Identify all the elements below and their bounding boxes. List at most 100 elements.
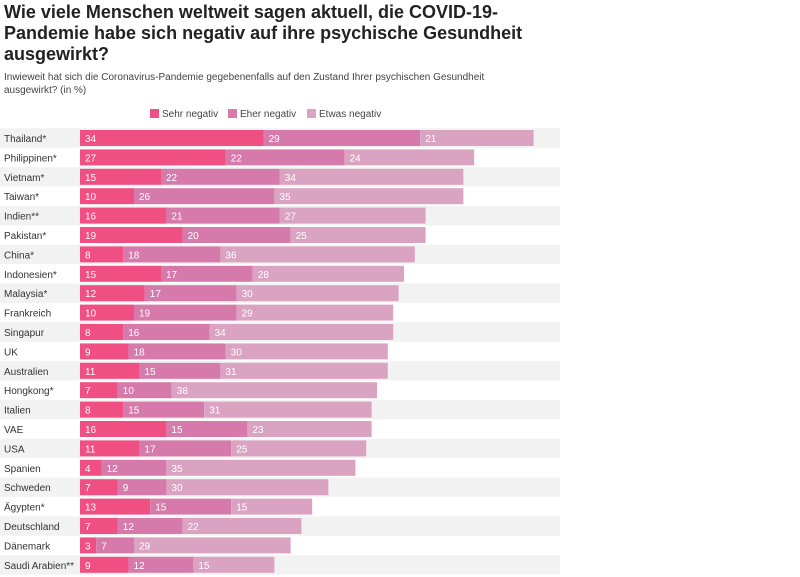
legend-item-sehr-negativ: Sehr negativ [150,108,218,122]
data-label-eher-negativ: 10 [123,386,135,397]
bar-segment-etwas-negativ [344,149,475,166]
bar-segment-sehr-negativ [80,168,161,185]
category-label: China* [4,250,34,261]
data-label-sehr-negativ: 11 [85,367,96,378]
category-label: Pakistan* [4,231,46,242]
data-label-eher-negativ: 29 [269,134,281,145]
bar-segment-eher-negativ [96,537,134,554]
bar-segment-eher-negativ [182,227,291,243]
data-label-sehr-negativ: 12 [85,289,97,300]
data-label-etwas-negativ: 36 [225,250,237,261]
data-label-eher-negativ: 15 [171,425,183,436]
bar-segment-sehr-negativ [80,421,167,437]
data-label-eher-negativ: 20 [188,231,200,242]
category-label: Hongkong* [4,386,54,397]
legend-label-eher-negativ: Eher negativ [240,109,297,120]
bar-segment-etwas-negativ [279,207,426,224]
bar-segment-sehr-negativ [80,518,118,534]
bar-segment-etwas-negativ [236,304,394,321]
data-label-eher-negativ: 22 [166,173,178,184]
bar-segment-eher-negativ [123,401,205,418]
category-label: Italien [4,406,31,417]
bar-segment-etwas-negativ [290,227,426,243]
data-label-eher-negativ: 26 [139,192,151,203]
bar-segment-eher-negativ [144,285,237,302]
legend-swatch-sehr-negativ [150,109,159,118]
chart-subtitle: Inwieweit hat sich die Coronavirus-Pande… [4,72,485,96]
data-label-sehr-negativ: 10 [85,192,97,203]
bar-segment-etwas-negativ [231,440,367,457]
data-label-eher-negativ: 15 [155,503,167,514]
data-label-eher-negativ: 18 [128,250,140,261]
category-label: Indonesien* [4,270,57,281]
data-label-eher-negativ: 15 [144,367,156,378]
bar-segment-eher-negativ [161,168,280,185]
data-label-eher-negativ: 12 [123,522,135,533]
data-label-etwas-negativ: 38 [177,386,189,397]
bar-segment-etwas-negativ [134,537,291,554]
bar-segment-sehr-negativ [80,382,118,399]
bar-segment-etwas-negativ [236,285,399,302]
category-label: Philippinen* [4,153,57,164]
data-label-eher-negativ: 12 [134,561,146,572]
data-label-eher-negativ: 17 [166,270,178,281]
data-label-etwas-negativ: 15 [198,561,210,572]
bar-segment-sehr-negativ [80,537,97,554]
data-label-sehr-negativ: 7 [85,483,91,494]
bar-segment-eher-negativ [161,265,253,282]
data-label-sehr-negativ: 15 [85,173,97,184]
data-label-sehr-negativ: 11 [85,444,96,455]
bar-segment-etwas-negativ [274,188,464,205]
data-label-sehr-negativ: 10 [85,309,97,320]
data-label-sehr-negativ: 13 [85,503,97,514]
data-label-sehr-negativ: 7 [85,386,91,397]
bar-segment-sehr-negativ [80,130,264,146]
data-label-eher-negativ: 18 [134,347,146,358]
bar-segment-sehr-negativ [80,362,140,379]
category-label: USA [4,444,25,455]
category-label: Frankreich [4,309,51,320]
data-label-etwas-negativ: 27 [285,212,297,223]
category-label: Malaysia* [4,289,47,300]
category-label: Thailand* [4,134,46,145]
data-label-etwas-negativ: 28 [258,270,270,281]
data-label-eher-negativ: 19 [139,309,151,320]
data-label-sehr-negativ: 8 [85,328,91,339]
category-label: Dänemark [4,541,51,552]
data-label-sehr-negativ: 8 [85,250,91,261]
category-label: Spanien [4,464,41,475]
category-label: Singapur [4,328,45,339]
data-label-sehr-negativ: 3 [85,541,91,552]
data-label-sehr-negativ: 8 [85,406,91,417]
category-label: Taiwan* [4,192,39,203]
data-label-eher-negativ: 22 [231,153,243,164]
data-label-eher-negativ: 9 [123,483,129,494]
data-label-sehr-negativ: 19 [85,231,97,242]
data-label-etwas-negativ: 23 [252,425,264,436]
bar-segment-sehr-negativ [80,324,124,340]
bar-segment-sehr-negativ [80,556,129,573]
data-label-eher-negativ: 16 [128,328,140,339]
data-label-sehr-negativ: 34 [85,134,97,145]
bar-segment-eher-negativ [139,362,221,379]
legend-label-etwas-negativ: Etwas negativ [319,109,382,120]
bar-segment-eher-negativ [117,479,167,496]
data-label-sehr-negativ: 4 [85,464,91,475]
bar-segment-etwas-negativ [220,246,415,263]
bar-segment-sehr-negativ [80,285,145,302]
bar-segment-sehr-negativ [80,246,124,263]
data-label-eher-negativ: 12 [107,464,119,475]
data-label-etwas-negativ: 24 [350,153,362,164]
data-label-sehr-negativ: 27 [85,153,97,164]
bar-segment-sehr-negativ [80,188,134,205]
legend-swatch-eher-negativ [228,109,237,118]
data-label-etwas-negativ: 29 [139,541,151,552]
bar-segment-eher-negativ [123,324,210,340]
legend-label-sehr-negativ: Sehr negativ [162,109,219,120]
bar-segment-eher-negativ [128,343,226,360]
bar-segment-sehr-negativ [80,479,118,496]
bar-segment-sehr-negativ [80,343,129,360]
legend-swatch-etwas-negativ [307,109,316,118]
data-label-etwas-negativ: 21 [425,134,437,145]
